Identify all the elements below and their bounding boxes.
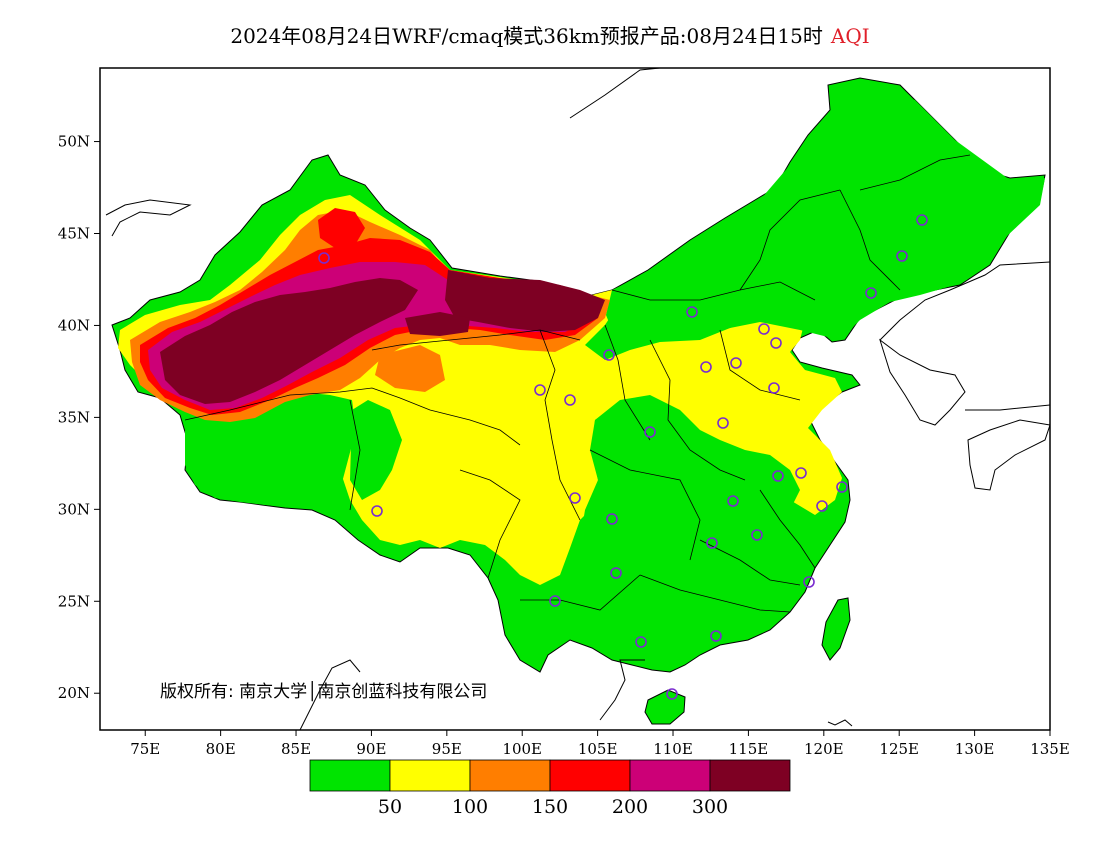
copyright-text: 版权所有: 南京大学│南京创蓝科技有限公司	[160, 681, 487, 702]
city-marker	[865, 287, 877, 299]
city-marker	[751, 529, 763, 541]
city-marker	[700, 361, 712, 373]
city-marker	[569, 492, 581, 504]
map-title-text: 2024年08月24日WRF/cmaq模式36km预报产品:08月24日15时	[230, 24, 823, 48]
aqi-usg-qinghai-patch	[375, 345, 445, 392]
lat-tick-label: 45N	[58, 225, 90, 243]
lon-tick-label: 75E	[130, 740, 160, 758]
longitude-axis: 75E 80E 85E 90E 95E 100E 105E 110E 115E 120E 125E 1…	[130, 730, 1070, 758]
colorbar-label: 50	[378, 796, 402, 818]
city-marker	[706, 537, 718, 549]
lon-tick-label: 110E	[653, 740, 693, 758]
map-frame	[99, 67, 1051, 731]
city-marker	[534, 384, 546, 396]
colorbar-swatch	[469, 759, 551, 792]
city-marker	[635, 636, 647, 648]
colorbar-swatch	[389, 759, 471, 792]
map-variable-label: AQI	[830, 24, 870, 48]
city-marker	[666, 688, 678, 700]
aqi-good-sichuan-zone	[350, 400, 402, 500]
city-marker	[564, 394, 576, 406]
city-marker	[603, 349, 615, 361]
city-marker	[768, 382, 780, 394]
city-marker	[606, 513, 618, 525]
taiwan-island	[821, 597, 851, 661]
lat-tick-label: 50N	[58, 133, 90, 151]
aqi-unhealthy-junggar-patch	[318, 208, 365, 248]
city-marker	[371, 505, 383, 517]
colorbar-label: 300	[692, 796, 728, 818]
city-marker	[795, 467, 807, 479]
city-marker	[836, 481, 848, 493]
aqi-colorbar: 50 100 150 200 300	[309, 759, 791, 818]
lon-tick-label: 115E	[729, 740, 769, 758]
lon-tick-label: 85E	[281, 740, 311, 758]
city-marker	[896, 250, 908, 262]
city-marker	[710, 630, 722, 642]
colorbar-label: 100	[452, 796, 488, 818]
colorbar-swatch	[309, 759, 391, 792]
lat-tick-label: 30N	[58, 500, 90, 518]
lat-tick-label: 35N	[58, 408, 90, 426]
lon-tick-label: 125E	[879, 740, 919, 758]
lon-tick-label: 90E	[356, 740, 386, 758]
city-marker	[916, 214, 928, 226]
aqi-good-central-zone	[580, 395, 800, 575]
city-marker	[610, 567, 622, 579]
colorbar-swatch	[709, 759, 791, 792]
lon-tick-label: 100E	[502, 740, 542, 758]
province-boundaries	[184, 154, 971, 613]
lat-tick-label: 40N	[58, 316, 90, 334]
map-plot-area: 版权所有: 南京大学│南京创蓝科技有限公司	[100, 68, 1050, 730]
aqi-hazardous-inner-mongolia-zone	[445, 270, 605, 332]
lon-tick-label: 120E	[804, 740, 844, 758]
aqi-good-northeast-zone	[606, 88, 1045, 345]
city-markers	[318, 214, 928, 700]
city-marker	[549, 595, 561, 607]
city-marker	[717, 417, 729, 429]
city-marker	[727, 495, 739, 507]
city-marker	[686, 306, 698, 318]
city-marker	[770, 337, 782, 349]
lon-tick-label: 80E	[206, 740, 236, 758]
colorbar-swatch	[629, 759, 711, 792]
lon-tick-label: 105E	[578, 740, 618, 758]
latitude-axis: 50N 45N 40N 35N 30N 25N 20N	[58, 133, 100, 702]
map-title: 2024年08月24日WRF/cmaq模式36km预报产品:08月24日15时 A…	[0, 20, 1100, 49]
city-marker	[318, 252, 330, 264]
city-marker	[758, 323, 770, 335]
lon-tick-label: 130E	[955, 740, 995, 758]
colorbar-swatch	[549, 759, 631, 792]
city-marker	[772, 470, 784, 482]
colorbar-label: 200	[612, 796, 648, 818]
aqi-hazardous-hami-patch	[405, 312, 470, 336]
lat-tick-label: 20N	[58, 684, 90, 702]
aqi-hazardous-zone	[160, 278, 418, 404]
city-marker	[644, 426, 656, 438]
colorbar-label: 150	[532, 796, 568, 818]
lon-tick-label: 95E	[432, 740, 462, 758]
neighbour-coastlines	[105, 68, 1050, 730]
lat-tick-label: 25N	[58, 592, 90, 610]
city-marker	[730, 357, 742, 369]
lon-tick-label: 135E	[1030, 740, 1070, 758]
city-marker	[816, 500, 828, 512]
city-marker	[803, 576, 815, 588]
